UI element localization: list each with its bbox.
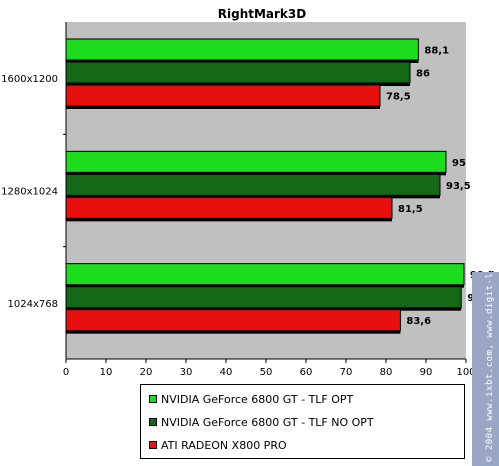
bar-series-3-2 (65, 196, 393, 219)
legend: NVIDIA GeForce 6800 GT - TLF OPT NVIDIA … (140, 384, 465, 459)
x-tick-label-10: 100 (456, 367, 475, 378)
data-label-series-1-2: 95 (452, 158, 466, 169)
x-tick-label-1: 10 (100, 367, 113, 378)
x-tick-label-7: 70 (340, 367, 353, 378)
legend-label-series-3: ATI RADEON X800 PRO (161, 438, 287, 452)
legend-swatch-series-2 (149, 418, 157, 426)
data-label-series-3-2: 81,5 (398, 204, 423, 215)
x-tick-label-4: 40 (220, 367, 233, 378)
bar-series-3-3 (65, 309, 401, 332)
legend-swatch-series-3 (149, 441, 157, 449)
axes-group: 1600x1200 1280x1024 1024x768 0 10 20 30 40 50 60 7… (1, 22, 476, 378)
x-tick-label-9: 90 (420, 367, 433, 378)
chart-title: RightMark3D (218, 7, 307, 21)
data-label-series-3-3: 83,6 (406, 316, 431, 327)
bar-series-1-3 (65, 263, 465, 286)
bar-series-2-3 (65, 286, 462, 309)
x-tick-label-8: 80 (380, 367, 393, 378)
x-tick-label-2: 20 (140, 367, 153, 378)
x-tick-label-5: 50 (260, 367, 273, 378)
category-label-1: 1600x1200 (1, 74, 58, 85)
x-tick-label-0: 0 (63, 367, 69, 378)
bar-series-2-1 (65, 61, 411, 84)
watermark-text: © 2004 www.ixbt.com, www.digit-life.com (485, 231, 495, 462)
data-label-series-1-1: 88,1 (424, 46, 449, 57)
legend-item-series-1: NVIDIA GeForce 6800 GT - TLF OPT (149, 392, 353, 406)
data-label-series-2-1: 86 (416, 69, 430, 80)
category-label-3: 1024x768 (8, 299, 58, 310)
bar-series-1-2 (65, 150, 447, 173)
legend-item-series-2: NVIDIA GeForce 6800 GT - TLF NO OPT (149, 415, 374, 429)
x-tick-label-3: 30 (180, 367, 193, 378)
legend-label-series-1: NVIDIA GeForce 6800 GT - TLF OPT (161, 392, 354, 406)
legend-item-series-3: ATI RADEON X800 PRO (149, 438, 287, 452)
bar-series-2-2 (65, 173, 441, 196)
data-label-series-3-1: 78,5 (386, 92, 411, 103)
legend-swatch-series-1 (149, 395, 157, 403)
watermark-strip: © 2004 www.ixbt.com, www.digit-life.com (472, 231, 499, 466)
legend-label-series-2: NVIDIA GeForce 6800 GT - TLF NO OPT (161, 415, 374, 429)
bar-series-1-1 (65, 38, 419, 61)
data-label-series-2-2: 93,5 (446, 181, 471, 192)
category-label-2: 1280x1024 (1, 187, 58, 198)
x-tick-label-6: 60 (300, 367, 313, 378)
bar-series-3-1 (65, 84, 381, 107)
